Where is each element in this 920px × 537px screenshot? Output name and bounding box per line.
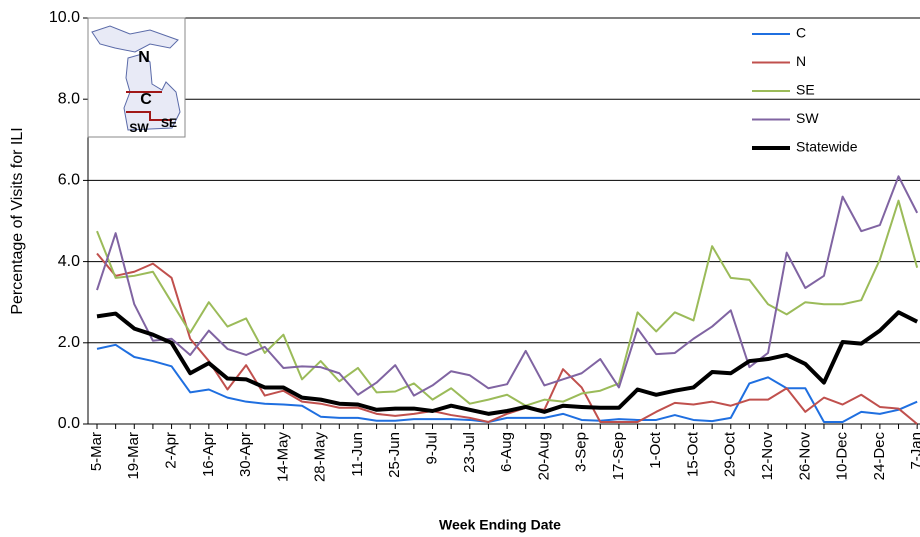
region-label: SW (129, 121, 149, 135)
x-tick-label: 1-Oct (647, 431, 664, 469)
x-tick-label: 2-Apr (163, 432, 180, 469)
x-tick-label: 28-May (312, 432, 329, 483)
x-tick-label: 5-Mar (88, 432, 105, 471)
region-label: SE (161, 116, 177, 130)
y-tick-label: 10.0 (49, 9, 80, 26)
x-tick-label: 3-Sep (573, 432, 590, 472)
x-tick-label: 20-Aug (535, 432, 552, 480)
legend-label: SW (796, 110, 819, 126)
x-tick-label: 19-Mar (125, 432, 142, 480)
x-tick-label: 30-Apr (237, 432, 254, 477)
y-tick-label: 6.0 (58, 172, 80, 189)
map-inset: N C SW SE (87, 17, 186, 138)
region-label: N (138, 49, 150, 66)
upper-peninsula (91, 25, 179, 53)
x-tick-label: 29-Oct (722, 431, 739, 477)
series-line (96, 199, 919, 407)
x-tick-label: 16-Apr (200, 432, 217, 477)
legend-label: C (796, 25, 806, 41)
x-tick-label: 9-Jul (423, 432, 440, 465)
x-tick-label: 25-Jun (386, 432, 403, 478)
x-tick-label: 26-Nov (796, 432, 813, 481)
legend-label: SE (796, 82, 815, 98)
x-tick-label: 17-Sep (610, 432, 627, 480)
region-label: C (140, 91, 152, 108)
x-tick-label: 11-Jun (349, 432, 366, 477)
y-tick-label: 2.0 (58, 334, 80, 351)
x-tick-label: 15-Oct (684, 431, 701, 477)
x-tick-label: 14-May (274, 432, 291, 483)
y-tick-label: 8.0 (58, 90, 80, 107)
legend-label: Statewide (796, 139, 858, 155)
y-tick-label: 4.0 (58, 253, 80, 270)
series-line (96, 175, 919, 397)
x-tick-label: 6-Aug (498, 432, 515, 472)
x-tick-label: 7-Jan (908, 432, 920, 470)
legend: CN SE SW Statewide (752, 25, 858, 155)
y-tick-label: 0.0 (58, 415, 80, 432)
series-line (96, 343, 918, 423)
y-axis-title: Percentage of Visits for ILI (9, 127, 26, 314)
x-tick-label: 24-Dec (871, 432, 888, 481)
series-line (96, 310, 919, 416)
x-tick-label: 12-Nov (759, 432, 776, 481)
x-tick-label: 10-Dec (834, 432, 851, 481)
x-axis-title: Week Ending Date (439, 517, 561, 533)
x-tick-label: 23-Jul (461, 432, 478, 473)
legend-label: N (796, 53, 806, 69)
series-line (96, 252, 918, 425)
region-border (126, 91, 172, 121)
